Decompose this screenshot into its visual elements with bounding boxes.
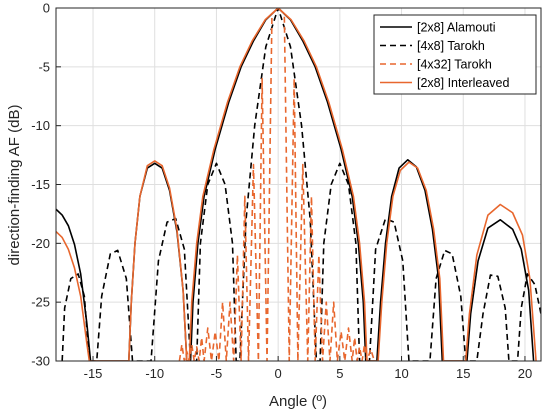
series-line-2 bbox=[61, 8, 541, 361]
series-line-4 bbox=[56, 8, 537, 361]
x-tick-label: -10 bbox=[145, 366, 164, 381]
legend-label-3: [4x32] Tarokh bbox=[417, 58, 492, 72]
y-tick-label: -20 bbox=[31, 236, 50, 251]
legend-label-4: [2x8] Interleaved bbox=[417, 76, 509, 90]
y-tick-label: -25 bbox=[31, 295, 50, 310]
tick-group: -15 -10 -5 0 5 10 15 20 0 -5 -10 -15 -20 -25 -30 bbox=[31, 1, 532, 382]
y-tick-label: -15 bbox=[31, 177, 50, 192]
y-tick-label: -10 bbox=[31, 118, 50, 133]
x-tick-label: 20 bbox=[518, 366, 532, 381]
x-tick-label: 15 bbox=[456, 366, 470, 381]
y-axis-label: direction-finding AF (dB) bbox=[6, 105, 23, 266]
x-tick-label: 5 bbox=[336, 366, 343, 381]
y-tick-label: 0 bbox=[43, 1, 50, 16]
x-tick-label: 0 bbox=[275, 366, 282, 381]
x-tick-label: -15 bbox=[84, 366, 103, 381]
legend-box bbox=[373, 14, 537, 95]
x-axis-label: Angle (º) bbox=[269, 393, 327, 410]
legend-label-2: [4x8] Tarokh bbox=[417, 39, 485, 53]
y-tick-label: -5 bbox=[38, 59, 50, 74]
y-tick-label: -30 bbox=[31, 354, 50, 369]
legend-label-1: [2x8] Alamouti bbox=[417, 21, 496, 35]
legend: [2x8] Alamouti [4x8] Tarokh [4x32] Tarokh [… bbox=[373, 14, 537, 95]
series-group bbox=[56, 8, 541, 361]
x-tick-label: -5 bbox=[211, 366, 223, 381]
x-tick-label: 10 bbox=[394, 366, 408, 381]
